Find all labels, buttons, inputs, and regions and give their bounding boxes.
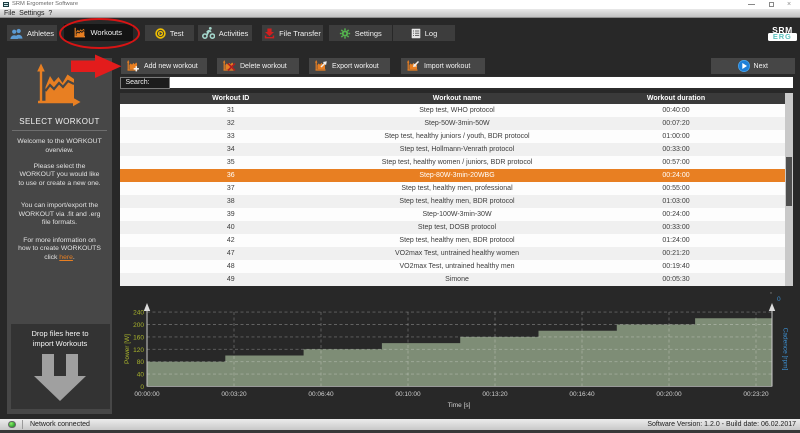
svg-text:Power [W]: Power [W] [124, 334, 131, 364]
svg-text:00:03:20: 00:03:20 [221, 391, 247, 398]
svg-text:00:20:00: 00:20:00 [656, 391, 682, 398]
svg-text:40: 40 [137, 372, 145, 379]
svg-text:160: 160 [133, 334, 144, 341]
svg-text:00:00:00: 00:00:00 [134, 391, 160, 398]
svg-text:Cadence [rpm]: Cadence [rpm] [782, 328, 789, 371]
svg-text:0: 0 [777, 296, 781, 303]
svg-text:240: 240 [133, 310, 144, 317]
svg-text:00:06:40: 00:06:40 [308, 391, 334, 398]
svg-text:Time [s]: Time [s] [448, 402, 471, 409]
svg-text:00:16:40: 00:16:40 [569, 391, 595, 398]
svg-text:00:23:20: 00:23:20 [743, 391, 769, 398]
svg-text:120: 120 [133, 347, 144, 354]
svg-text:00:10:00: 00:10:00 [395, 391, 421, 398]
svg-text:00:13:20: 00:13:20 [482, 391, 508, 398]
svg-text:80: 80 [137, 359, 145, 366]
svg-text:0: 0 [140, 384, 144, 391]
svg-text:200: 200 [133, 322, 144, 329]
svg-text:*: * [770, 292, 772, 298]
